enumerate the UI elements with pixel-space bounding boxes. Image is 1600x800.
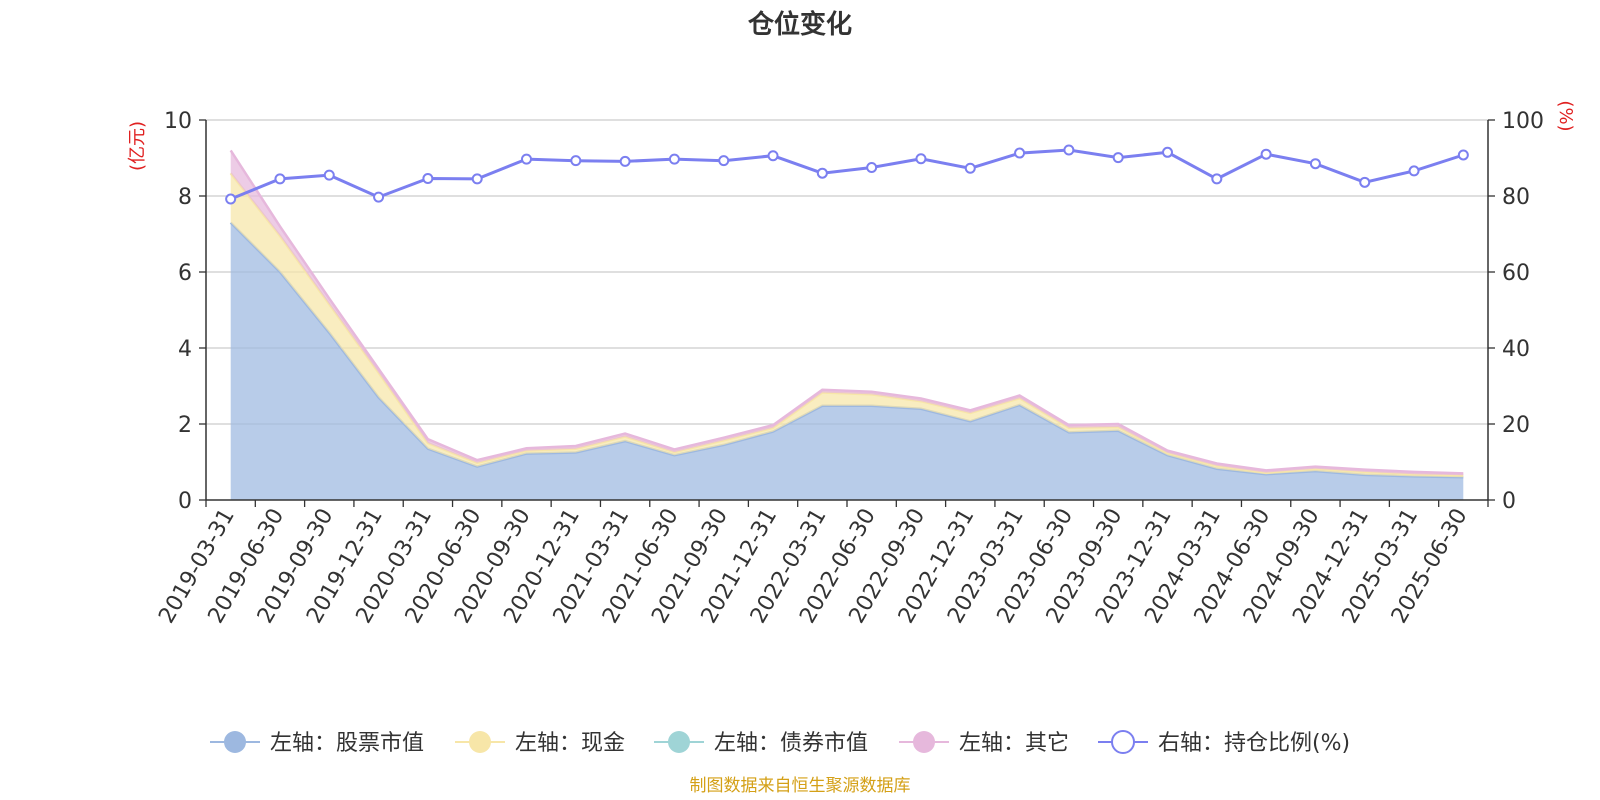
left-axis-unit: (亿元): [127, 121, 148, 171]
area-左轴：股票市值: [230, 222, 1464, 500]
ratio-point: [1162, 146, 1173, 158]
legend-marker: [668, 731, 690, 753]
area-edge-左轴：其它: [229, 149, 1464, 475]
ratio-point: [619, 155, 631, 167]
ratio-point: [1408, 165, 1420, 177]
y-left-tick-label: 4: [178, 337, 192, 362]
ratio-point: [1309, 158, 1321, 170]
ratio-point: [471, 173, 483, 185]
source-note: 制图数据来自恒生聚源数据库: [690, 776, 911, 796]
holding-ratio-series: [225, 144, 1469, 205]
legend-item[interactable]: 左轴：债券市值: [654, 731, 868, 756]
y-right-tick-label: 100: [1502, 109, 1544, 134]
y-left-tick-label: 2: [178, 413, 192, 438]
legend-label: 左轴：现金: [515, 731, 625, 756]
legend-label: 左轴：股票市值: [270, 731, 424, 756]
ratio-point: [570, 155, 582, 167]
ratio-point: [323, 169, 335, 181]
y-left-tick-label: 10: [164, 109, 192, 134]
ratio-point: [521, 153, 532, 165]
ratio-point: [274, 173, 286, 185]
stacked-areas: [229, 149, 1464, 500]
ratio-point: [1260, 148, 1272, 160]
legend: 左轴：股票市值 左轴：现金 左轴：债券市值 左轴：其它 右轴：持仓比例(%): [210, 730, 1350, 756]
legend-item[interactable]: 左轴：其它: [899, 731, 1069, 756]
ratio-point: [866, 162, 878, 173]
y-right-tick-label: 40: [1502, 337, 1530, 362]
y-right-tick-label: 0: [1502, 489, 1516, 514]
y-right-tick-label: 20: [1502, 413, 1530, 438]
ratio-point: [1063, 144, 1075, 156]
line-holding-ratio: [230, 148, 1464, 201]
legend-label: 左轴：债券市值: [714, 731, 868, 756]
ratio-point: [1359, 176, 1371, 188]
y-left-tick-label: 0: [178, 489, 192, 514]
legend-marker: [913, 731, 935, 753]
y-right-tick-label: 80: [1502, 185, 1530, 210]
ratio-point: [816, 167, 828, 179]
ratio-point: [718, 155, 730, 167]
ratio-point: [1457, 149, 1469, 161]
legend-item[interactable]: 左轴：现金: [455, 731, 625, 756]
legend-marker: [469, 731, 491, 753]
legend-marker: [1111, 730, 1135, 754]
grid-lines: [206, 119, 1488, 425]
y-left-tick-label: 8: [178, 185, 192, 210]
ratio-point: [1211, 173, 1223, 185]
right-axis-unit: (%): [1555, 100, 1576, 131]
chart-title: 仓位变化: [747, 9, 852, 40]
ratio-point: [225, 193, 237, 205]
ratio-point: [964, 162, 976, 174]
ratio-point: [767, 150, 779, 162]
ratio-point: [1112, 152, 1124, 164]
ratio-point: [1014, 147, 1026, 159]
legend-label: 左轴：其它: [959, 731, 1069, 756]
y-right-tick-label: 60: [1502, 261, 1530, 286]
ratio-point: [422, 173, 434, 185]
ratio-point: [915, 153, 927, 165]
legend-item[interactable]: 左轴：股票市值: [210, 731, 424, 756]
y-left-tick-label: 6: [178, 261, 192, 286]
legend-label: 右轴：持仓比例(%): [1158, 731, 1350, 756]
legend-item[interactable]: 右轴：持仓比例(%): [1098, 730, 1350, 756]
ratio-point: [373, 191, 385, 203]
legend-marker: [224, 731, 246, 753]
ratio-point: [668, 153, 680, 165]
